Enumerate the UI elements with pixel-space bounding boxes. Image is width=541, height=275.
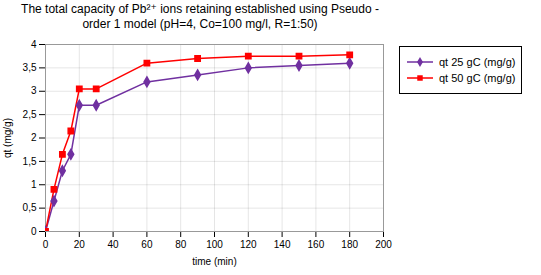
- svg-text:200: 200: [375, 239, 392, 250]
- svg-text:80: 80: [175, 239, 187, 250]
- svg-text:qt (mg/g): qt (mg/g): [2, 118, 13, 158]
- svg-text:1,5: 1,5: [23, 156, 37, 167]
- svg-text:60: 60: [141, 239, 153, 250]
- svg-text:40: 40: [108, 239, 120, 250]
- svg-text:120: 120: [240, 239, 257, 250]
- html-text:The total capacity of Pb²⁺ ion: The total capacity of Pb²⁺ ions retainin…: [21, 2, 379, 31]
- svg-text:2: 2: [31, 132, 37, 143]
- svg-text:1: 1: [31, 179, 37, 190]
- svg-text:3: 3: [31, 85, 37, 96]
- html-text:qt 50 gC (mg/g): qt 50 gC (mg/g): [439, 72, 516, 84]
- svg-text:0,5: 0,5: [23, 202, 37, 213]
- svg-text:160: 160: [308, 239, 325, 250]
- svg-text:2,5: 2,5: [23, 109, 37, 120]
- html-text:qt 25 gC (mg/g): qt 25 gC (mg/g): [439, 56, 516, 68]
- svg-text:4: 4: [31, 39, 37, 50]
- svg-text:3,5: 3,5: [23, 62, 37, 73]
- svg-text:180: 180: [341, 239, 358, 250]
- svg-text:20: 20: [74, 239, 86, 250]
- svg-text:100: 100: [206, 239, 223, 250]
- svg-text:time (min): time (min): [192, 256, 236, 267]
- svg-text:0: 0: [43, 239, 49, 250]
- svg-text:140: 140: [274, 239, 291, 250]
- svg-text:0: 0: [31, 226, 37, 237]
